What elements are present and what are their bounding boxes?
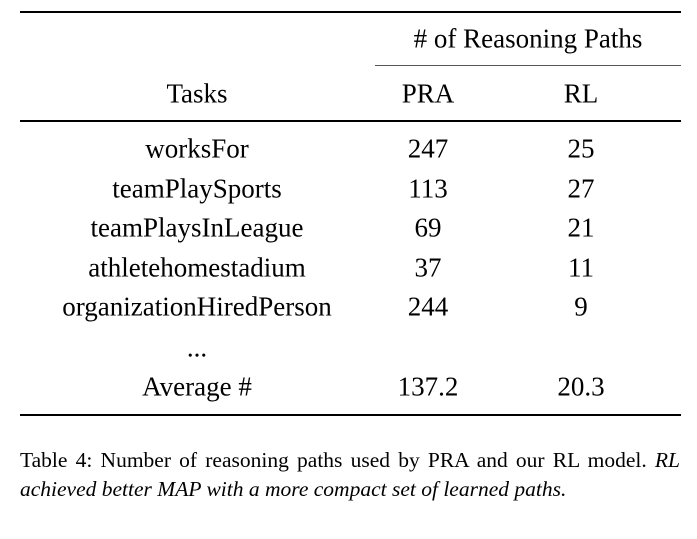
- column-header: PRA: [401, 78, 455, 109]
- path-count: 27: [567, 173, 595, 203]
- bottom-rule: [20, 414, 681, 416]
- ellipsis: ...: [186, 332, 208, 363]
- path-count: 25: [567, 133, 595, 164]
- group-header: # of Reasoning Paths: [413, 23, 643, 54]
- task-name: organizationHiredPerson: [62, 291, 332, 322]
- path-count: 247: [407, 133, 449, 164]
- top-rule: [20, 11, 681, 13]
- path-count: 113: [408, 173, 448, 203]
- column-header: Tasks: [166, 78, 228, 109]
- caption-label: Table 4:: [20, 448, 93, 472]
- task-name: worksFor: [145, 133, 249, 164]
- path-count: 21: [567, 212, 595, 243]
- task-name: teamPlaysInLeague: [90, 212, 304, 243]
- average-value: 20.3: [557, 371, 605, 402]
- header-rule: [20, 120, 681, 122]
- path-count: 37: [414, 252, 442, 282]
- path-count: 69: [414, 212, 442, 243]
- column-header: RL: [563, 78, 599, 109]
- group-rule: [375, 65, 681, 66]
- task-name: athletehomestadium: [88, 252, 306, 282]
- path-count: 11: [568, 252, 594, 282]
- path-count: 244: [407, 291, 449, 322]
- average-value: 137.2: [397, 371, 459, 402]
- task-name: teamPlaySports: [112, 173, 282, 203]
- path-count: 9: [574, 291, 588, 322]
- average-label: Average #: [142, 371, 252, 402]
- caption-emphasis: RL achieved better MAP with a more compa…: [20, 448, 681, 501]
- caption-text: Number of reasoning paths used by PRA an…: [100, 448, 647, 472]
- caption: Table 4: Number of reasoning paths used …: [20, 446, 680, 503]
